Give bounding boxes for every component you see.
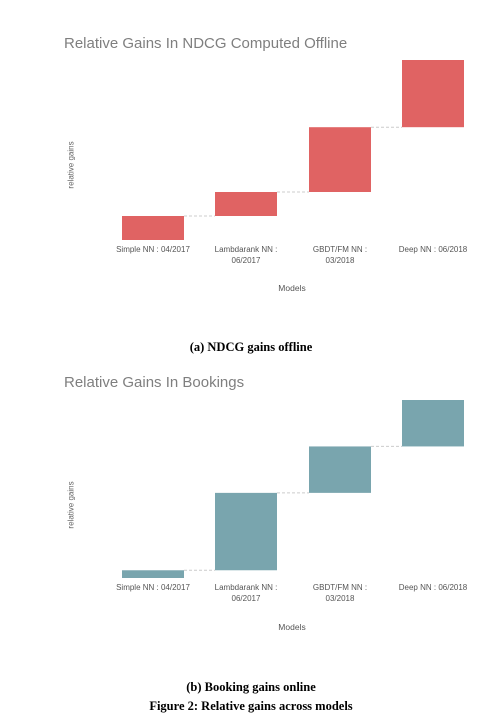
caption-b: (b) Booking gains online: [186, 680, 316, 694]
bar-3: [402, 60, 464, 128]
chart-b-plot: Simple NN : 04/2017 Lambdarank NN :06/201…: [116, 400, 468, 603]
chart-a-xlabel: Models: [278, 283, 306, 293]
figure-caption: Figure 2: Relative gains across models: [149, 699, 353, 713]
tick-label-3: Deep NN : 06/2018: [399, 245, 468, 254]
tick-label-3: Deep NN : 06/2018: [399, 583, 468, 592]
bar-1: [215, 192, 277, 216]
chart-b-title: Relative Gains In Bookings: [64, 374, 245, 391]
tick-label-2: GBDT/FM NN :03/2018: [313, 245, 367, 265]
chart-b-xlabel: Models: [278, 622, 306, 632]
tick-label-2: GBDT/FM NN :03/2018: [313, 583, 367, 603]
bar-1: [215, 492, 277, 571]
bar-3: [402, 400, 464, 447]
tick-label-1: Lambdarank NN :06/2017: [215, 245, 278, 265]
chart-a-plot: Simple NN : 04/2017 Lambdarank NN :06/201…: [116, 60, 468, 265]
tick-label-0: Simple NN : 04/2017: [116, 583, 190, 592]
caption-a: (a) NDCG gains offline: [189, 340, 313, 354]
tick-label-0: Simple NN : 04/2017: [116, 245, 190, 254]
bar-2: [309, 446, 371, 493]
tick-label-1: Lambdarank NN :06/2017: [215, 583, 278, 603]
bar-0: [122, 216, 184, 240]
bar-0: [122, 570, 184, 578]
bar-2: [309, 127, 371, 192]
chart-a-title: Relative Gains In NDCG Computed Offline: [64, 35, 348, 52]
